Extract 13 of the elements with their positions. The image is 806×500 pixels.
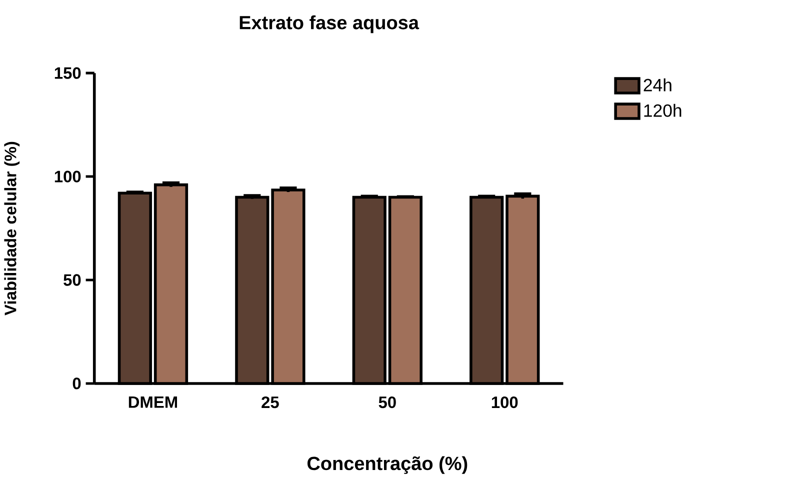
x-tick-label: 50 [378,396,396,408]
x-tick-label: 100 [492,396,518,408]
x-axis-title: Concentração (%) [307,456,468,474]
x-tick-label: 25 [262,396,279,408]
legend-label: 120h [644,104,682,117]
legend-label: 24h [644,78,672,92]
y-axis-title: Viabilidade celular (%) [4,142,20,316]
y-tick-label: 100 [54,170,81,182]
y-tick-label: 150 [54,67,81,79]
y-tick-label: 50 [64,274,81,286]
y-tick-label: 0 [72,378,81,390]
chart-title: Extrato fase aquosa [240,15,420,33]
x-tick-label: DMEM [128,396,177,408]
